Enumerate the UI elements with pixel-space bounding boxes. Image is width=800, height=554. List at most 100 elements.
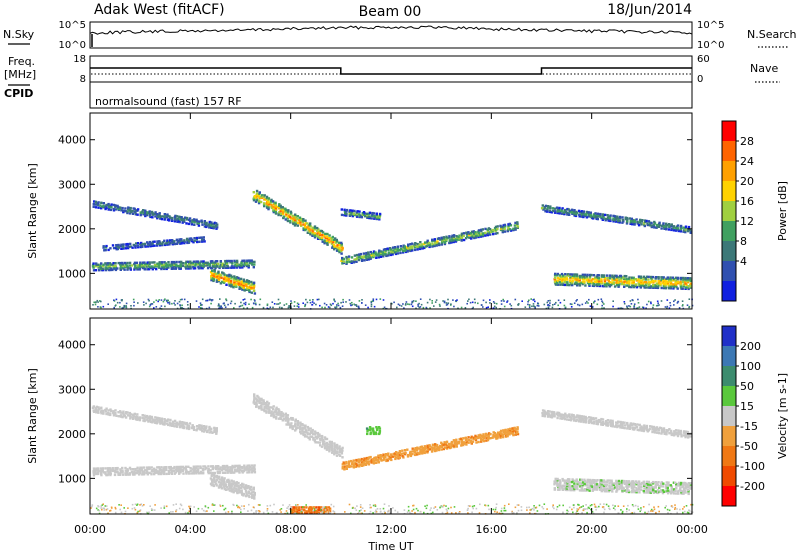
velocity-speckle <box>626 508 628 510</box>
velocity-cell <box>627 425 630 429</box>
velocity-cell <box>241 471 244 474</box>
velocity-cell <box>179 465 183 469</box>
power-cell <box>602 214 605 217</box>
velocity-cell <box>226 468 229 472</box>
power-cell <box>277 204 281 207</box>
power-cell <box>95 263 98 267</box>
velocity-cell <box>617 420 620 423</box>
velocity-cell <box>206 430 209 434</box>
velocity-cell <box>603 487 606 490</box>
power-cell <box>270 200 273 203</box>
velocity-cell <box>128 473 131 476</box>
velocity-cell <box>682 487 686 490</box>
power-cell <box>490 230 493 234</box>
power-cell <box>672 283 675 286</box>
velocity-cell <box>563 484 566 488</box>
velocity-cell <box>593 484 597 487</box>
power-cell <box>366 215 369 218</box>
power-cell <box>600 280 603 284</box>
power-cell <box>360 214 363 218</box>
power-cell <box>187 261 191 265</box>
power-cell <box>340 244 343 247</box>
power-cell <box>178 241 181 244</box>
power-cell <box>341 247 344 250</box>
power-cell <box>582 214 585 217</box>
power-cell <box>470 234 474 238</box>
power-speckle <box>205 299 207 302</box>
power-cell <box>178 218 182 221</box>
power-cell <box>554 272 557 276</box>
velocity-cell <box>421 452 424 455</box>
power-cell <box>684 225 688 228</box>
velocity-cell <box>129 413 133 416</box>
power-cell <box>672 226 675 229</box>
velocity-cell <box>619 426 622 429</box>
velocity-speckle <box>184 511 187 514</box>
velocity-cell <box>219 481 223 485</box>
power-cell <box>496 225 499 228</box>
power-cell <box>591 284 595 287</box>
power-cell <box>416 242 419 246</box>
velocity-cell <box>242 494 245 497</box>
power-cell <box>129 245 132 248</box>
power-cell <box>125 244 128 247</box>
power-cell <box>419 246 422 249</box>
power-cell <box>319 237 322 241</box>
velocity-cell <box>475 436 478 439</box>
power-cell <box>390 252 393 255</box>
velocity-cell <box>250 471 254 474</box>
power-cell <box>242 282 245 285</box>
power-cell <box>166 213 169 216</box>
velocity-cell <box>504 431 508 434</box>
power-cell <box>190 238 194 241</box>
power-cell <box>396 248 399 251</box>
power-speckle <box>209 298 211 301</box>
power-cell <box>615 276 618 279</box>
velocity-cell <box>222 485 226 488</box>
velocity-cell <box>170 471 173 474</box>
power-speckle <box>417 305 419 307</box>
power-cell <box>209 260 213 263</box>
power-cell <box>240 262 243 265</box>
velocity-cell <box>647 490 651 493</box>
power-speckle <box>334 306 336 309</box>
velocity-cell <box>605 480 609 484</box>
velocity-cell <box>223 471 227 474</box>
velocity-cell <box>95 467 98 470</box>
power-cell <box>582 215 585 219</box>
velocity-cell <box>647 429 650 432</box>
velocity-cell <box>371 458 375 461</box>
power-cell <box>595 283 598 286</box>
power-cell <box>227 279 230 282</box>
power-speckle <box>628 305 630 307</box>
power-cell <box>197 267 201 270</box>
velocity-cell <box>92 410 96 413</box>
power-cell <box>556 276 560 280</box>
power-cell <box>473 236 476 240</box>
power-cells <box>91 189 694 310</box>
power-cell <box>516 222 519 225</box>
velocity-cell <box>121 473 125 476</box>
velocity-cell <box>654 485 657 488</box>
power-cell <box>147 268 151 271</box>
velocity-cell <box>469 439 473 443</box>
power-speckle <box>403 307 405 309</box>
power-speckle <box>493 305 496 308</box>
velocity-cell <box>307 428 310 431</box>
velocity-cell <box>163 423 166 426</box>
velocity-cell <box>253 398 256 401</box>
power-cell <box>605 217 608 221</box>
freq-tick-top: 18 <box>73 54 86 65</box>
velocity-cell <box>610 479 613 482</box>
power-cell <box>325 239 329 242</box>
power-cell <box>146 213 149 217</box>
power-speckle <box>244 301 247 304</box>
power-cell <box>597 274 601 277</box>
power-speckle <box>453 305 455 308</box>
velocity-cell <box>209 469 212 472</box>
power-cell <box>394 251 397 254</box>
power-cell <box>333 238 336 241</box>
velocity-cell <box>670 485 673 488</box>
power-cell <box>353 209 356 213</box>
velocity-cell <box>230 484 233 488</box>
